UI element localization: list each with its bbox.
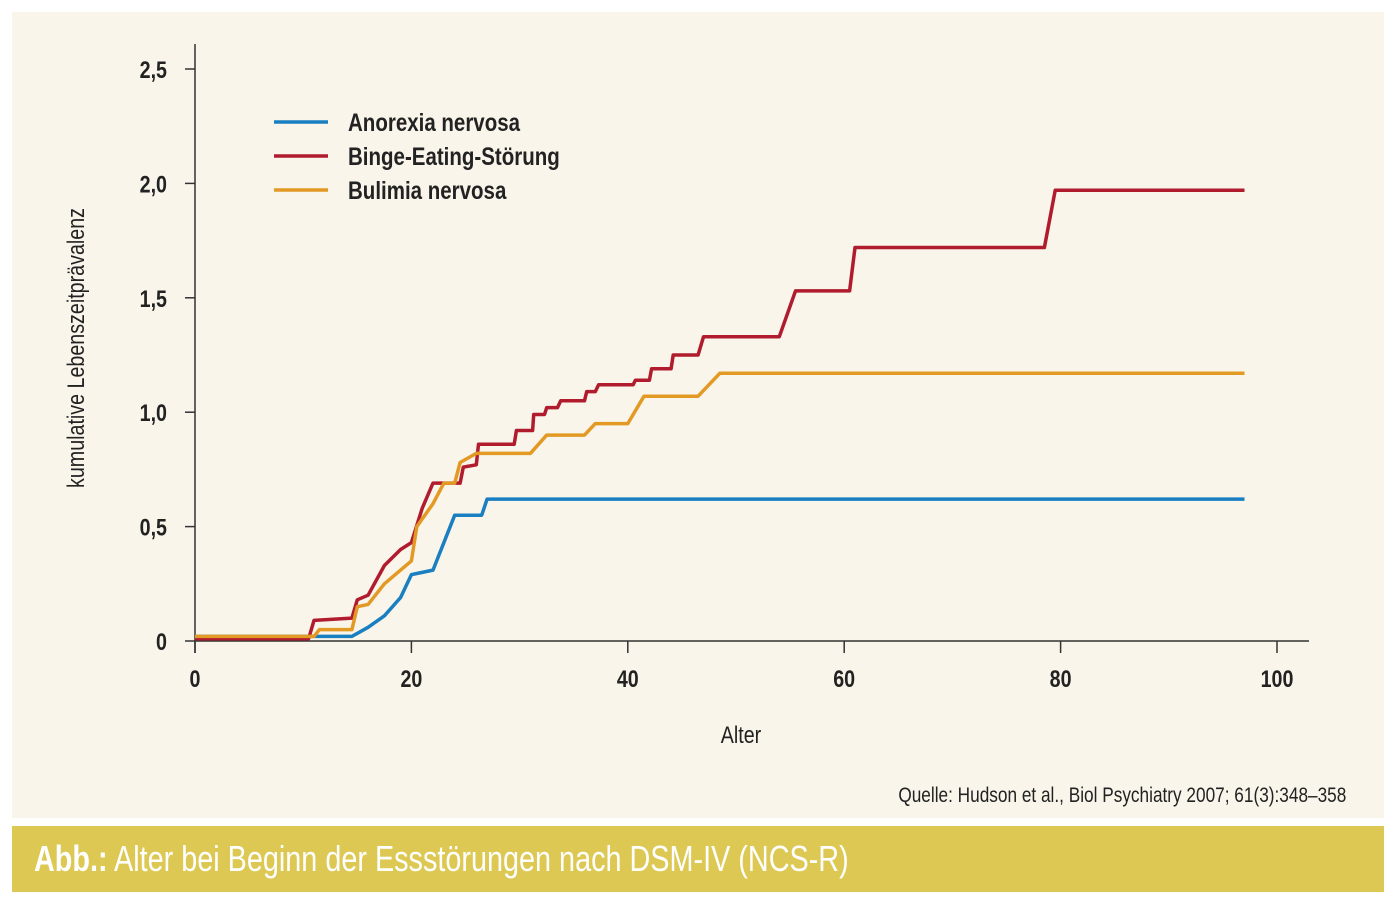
- y-tick-label: 1,0: [140, 399, 167, 426]
- x-tick-label: 0: [190, 665, 201, 692]
- x-tick-label: 20: [400, 665, 422, 692]
- series-line-2: [195, 371, 1245, 639]
- source-citation: Quelle: Hudson et al., Biol Psychiatry 2…: [898, 784, 1346, 807]
- series-line-0: [195, 497, 1245, 639]
- y-tick-label: 0,5: [140, 514, 167, 541]
- caption-bar: Abb.: Alter bei Beginn der Essstörungen …: [12, 826, 1384, 892]
- figure-caption: Abb.: Alter bei Beginn der Essstörungen …: [34, 834, 849, 884]
- y-axis-title: kumulative Lebenszeitprävalenz: [62, 208, 89, 488]
- series-line-1: [195, 188, 1245, 641]
- x-tick-label: 80: [1050, 665, 1072, 692]
- chart: 0 0,5 1,0 1,5 2,0 2,5 0 20 40 60 80 100 Alter kumulat…: [62, 44, 1309, 748]
- legend-label: Binge-Eating-Störung: [348, 142, 560, 170]
- legend-label: Bulimia nervosa: [348, 176, 507, 204]
- y-tick-label: 2,0: [140, 171, 167, 198]
- y-tick-label: 2,5: [140, 56, 167, 83]
- chart-panel: 0 0,5 1,0 1,5 2,0 2,5 0 20 40 60 80 100 Alter kumulat…: [12, 12, 1384, 818]
- caption-text: Alter bei Beginn der Essstörungen nach D…: [113, 838, 849, 879]
- x-axis-title: Alter: [721, 721, 761, 748]
- x-tick-label: 100: [1261, 665, 1294, 692]
- caption-prefix: Abb.:: [34, 838, 108, 879]
- x-tick-label: 60: [833, 665, 855, 692]
- y-tick-label: 0: [156, 628, 167, 655]
- x-tick-label: 40: [617, 665, 639, 692]
- legend-label: Anorexia nervosa: [348, 108, 520, 136]
- y-tick-label: 1,5: [140, 285, 167, 312]
